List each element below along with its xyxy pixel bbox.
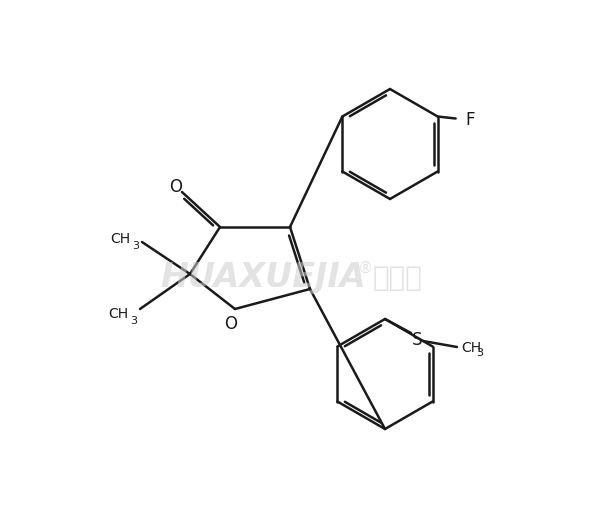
Text: F: F bbox=[466, 110, 475, 128]
Text: CH: CH bbox=[108, 307, 128, 320]
Text: 3: 3 bbox=[476, 347, 483, 358]
Text: CH: CH bbox=[461, 340, 481, 355]
Text: 化学加: 化学加 bbox=[373, 264, 423, 291]
Text: HUAXUEJIA: HUAXUEJIA bbox=[160, 261, 366, 294]
Text: O: O bbox=[169, 178, 182, 195]
Text: O: O bbox=[224, 315, 238, 332]
Text: S: S bbox=[411, 330, 422, 348]
Text: CH: CH bbox=[110, 231, 130, 245]
Text: 3: 3 bbox=[130, 316, 137, 325]
Text: 3: 3 bbox=[132, 240, 139, 250]
Text: ®: ® bbox=[358, 260, 373, 275]
